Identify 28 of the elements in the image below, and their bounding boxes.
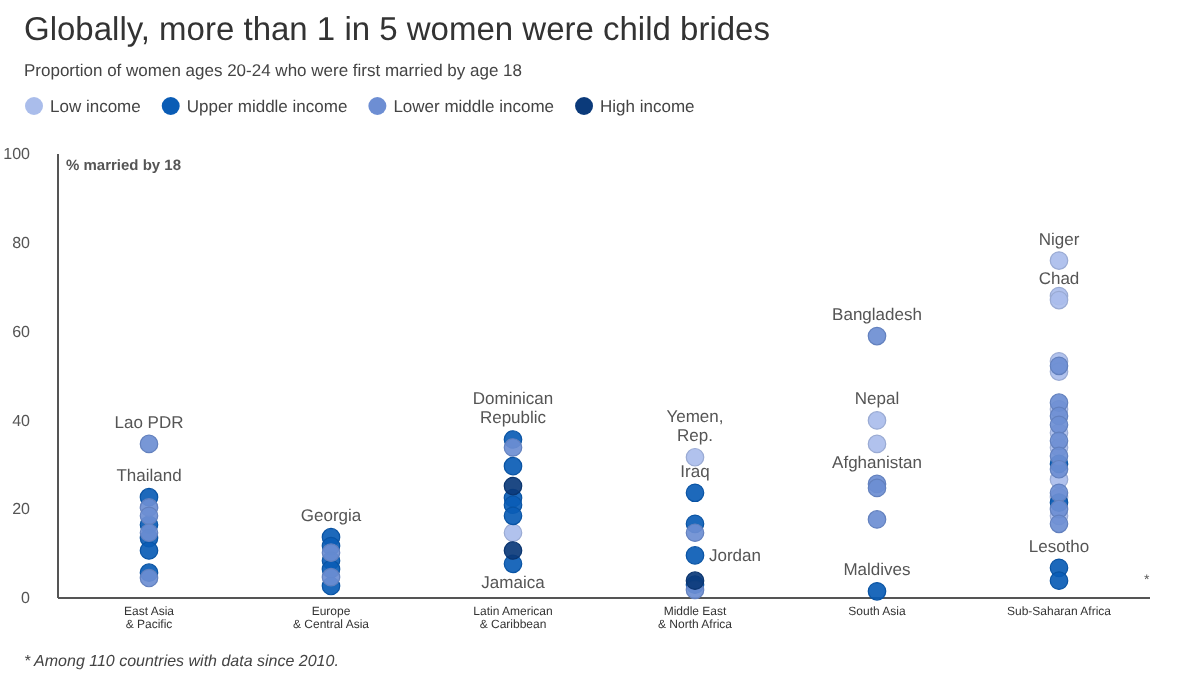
annotation: Maldives: [843, 559, 911, 580]
annotation: Georgia: [300, 505, 362, 526]
legend-label: High income: [600, 96, 696, 116]
chart-subtitle: Proportion of women ages 20-24 who were first married by age 18: [24, 60, 523, 80]
legend-label: Lower middle income: [393, 96, 555, 116]
annotation: Jordan: [709, 545, 762, 566]
y-tick-label: 100: [3, 145, 32, 164]
y-tick-label: 20: [12, 500, 32, 519]
y-tick-label: 60: [12, 322, 32, 341]
y-tick-label: 80: [12, 233, 32, 252]
annotation: Bangladesh: [832, 304, 923, 325]
annotation: Nepal: [854, 388, 900, 409]
legend-label: Upper middle income: [186, 96, 348, 116]
annotation: Thailand: [116, 465, 183, 486]
annotation: Afghanistan: [832, 451, 923, 472]
y-tick-label: 40: [12, 411, 32, 430]
annotation: Iraq: [680, 460, 711, 481]
text: * Among 110 countries with data since 2010.: [24, 652, 339, 670]
chart-title: Globally, more than 1 in 5 women were child brides: [24, 12, 770, 48]
annotation: Yemen, Rep.: [666, 406, 724, 446]
annotation: Niger: [1038, 228, 1080, 249]
y-tick-label: 0: [21, 589, 32, 608]
annotation: Jamaica: [481, 571, 546, 592]
annotation: Lao PDR: [114, 411, 184, 432]
annotation: Dominican Republic: [472, 388, 554, 428]
legend-label: Low income: [50, 96, 142, 116]
annotation: Lesotho: [1028, 535, 1090, 556]
annotation: Chad: [1038, 268, 1080, 289]
